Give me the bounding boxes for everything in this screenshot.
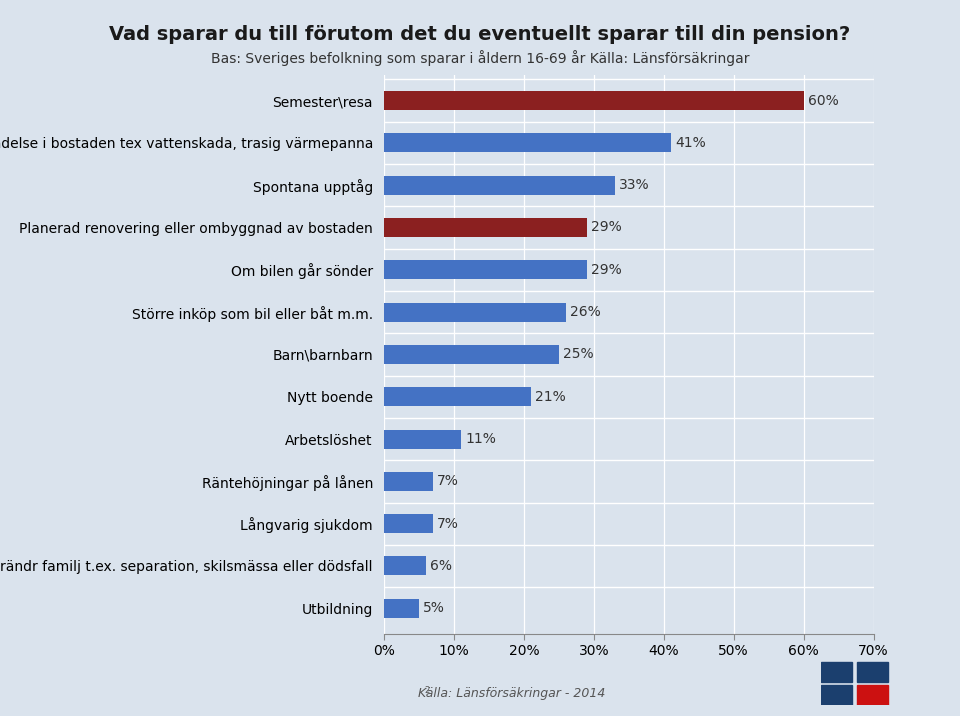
Bar <box>384 599 419 618</box>
Bar <box>856 662 888 682</box>
Text: 25%: 25% <box>564 347 593 362</box>
Text: 7%: 7% <box>437 474 459 488</box>
Bar <box>821 662 852 682</box>
Bar <box>384 261 587 279</box>
Text: 21%: 21% <box>535 390 565 404</box>
Text: 6%: 6% <box>430 559 452 573</box>
Bar <box>384 91 804 110</box>
Bar <box>821 685 852 705</box>
Text: 33%: 33% <box>619 178 650 192</box>
Text: 26%: 26% <box>570 305 601 319</box>
Bar <box>384 387 531 406</box>
Bar <box>384 133 671 153</box>
Text: 41%: 41% <box>675 136 706 150</box>
Text: 7%: 7% <box>437 517 459 531</box>
Text: Vad sparar du till förutom det du eventuellt sparar till din pension?: Vad sparar du till förutom det du eventu… <box>109 25 851 44</box>
Bar <box>384 472 433 491</box>
Text: Bas: Sveriges befolkning som sparar i åldern 16-69 år Källa: Länsförsäkringar: Bas: Sveriges befolkning som sparar i ål… <box>211 50 749 66</box>
Text: 60%: 60% <box>808 94 839 107</box>
Text: Källa: Länsförsäkringar - 2014: Källa: Länsförsäkringar - 2014 <box>418 687 605 700</box>
Text: 2: 2 <box>424 685 429 695</box>
Text: 29%: 29% <box>591 221 622 235</box>
Bar <box>384 345 559 364</box>
Bar <box>384 303 565 321</box>
Bar <box>856 685 888 705</box>
Bar <box>384 218 587 237</box>
Text: 11%: 11% <box>466 432 496 446</box>
Text: 5%: 5% <box>423 601 445 615</box>
Bar <box>384 430 461 448</box>
Bar <box>384 175 614 195</box>
Text: 29%: 29% <box>591 263 622 277</box>
Bar <box>384 514 433 533</box>
Bar <box>384 556 426 576</box>
